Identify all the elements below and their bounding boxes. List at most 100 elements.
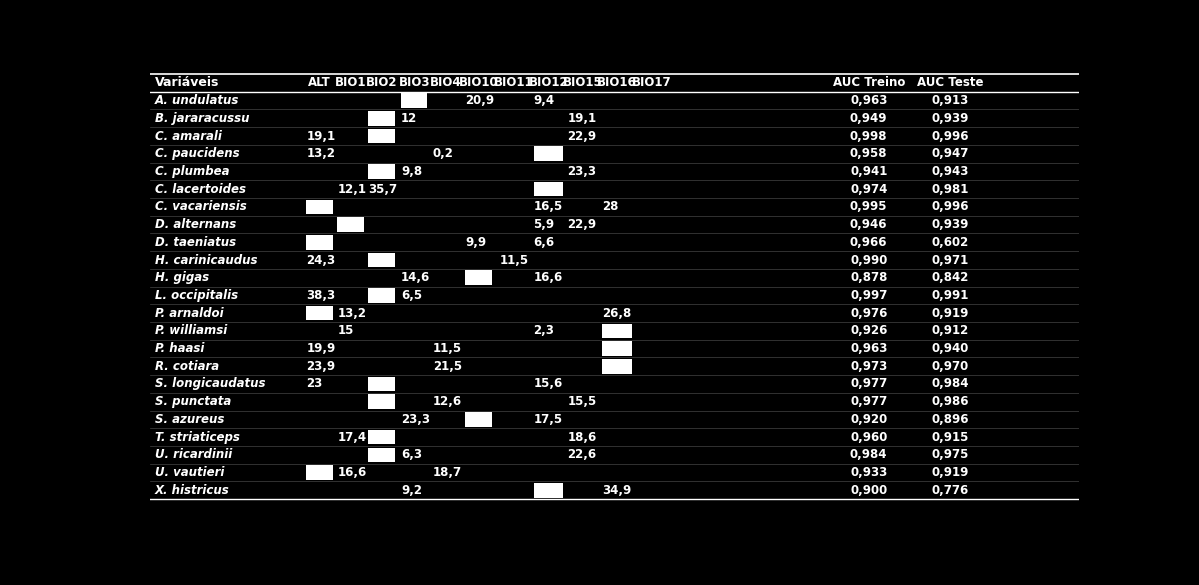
Bar — [465, 270, 492, 285]
Text: T. striaticeps: T. striaticeps — [155, 431, 240, 443]
Bar — [368, 448, 394, 462]
Text: 0,949: 0,949 — [850, 112, 887, 125]
Text: 22,9: 22,9 — [567, 129, 597, 143]
Text: 12: 12 — [400, 112, 417, 125]
Bar — [368, 129, 394, 143]
Text: 18,7: 18,7 — [433, 466, 462, 479]
Text: 0,946: 0,946 — [850, 218, 887, 231]
Text: H. gigas: H. gigas — [155, 271, 209, 284]
Bar — [307, 465, 333, 480]
Text: 0,912: 0,912 — [932, 324, 969, 338]
Text: BIO15: BIO15 — [562, 77, 602, 90]
Text: A. undulatus: A. undulatus — [155, 94, 239, 107]
Bar — [337, 217, 363, 232]
Text: C. vacariensis: C. vacariensis — [155, 201, 246, 214]
Bar — [602, 341, 632, 356]
Text: 9,8: 9,8 — [400, 165, 422, 178]
Text: 0,986: 0,986 — [932, 395, 969, 408]
Text: 0,2: 0,2 — [433, 147, 453, 160]
Bar — [368, 253, 394, 267]
Text: 13,2: 13,2 — [337, 307, 367, 319]
Text: 0,984: 0,984 — [932, 377, 969, 390]
Text: 0,602: 0,602 — [932, 236, 969, 249]
Text: 0,991: 0,991 — [932, 289, 969, 302]
Text: 5,9: 5,9 — [534, 218, 555, 231]
Text: 0,926: 0,926 — [850, 324, 887, 338]
Text: S. punctata: S. punctata — [155, 395, 230, 408]
Text: 16,5: 16,5 — [534, 201, 562, 214]
Text: 0,960: 0,960 — [850, 431, 887, 443]
Text: 0,919: 0,919 — [932, 466, 969, 479]
Text: 22,6: 22,6 — [567, 448, 597, 462]
Bar — [534, 182, 564, 197]
Text: 6,5: 6,5 — [400, 289, 422, 302]
Text: 0,995: 0,995 — [850, 201, 887, 214]
Bar — [400, 93, 427, 108]
Text: 23,3: 23,3 — [400, 413, 430, 426]
Text: 0,974: 0,974 — [850, 183, 887, 195]
Text: 0,976: 0,976 — [850, 307, 887, 319]
Text: 23,3: 23,3 — [567, 165, 597, 178]
Text: U. ricardinii: U. ricardinii — [155, 448, 231, 462]
Text: BIO1: BIO1 — [335, 77, 367, 90]
Text: 0,981: 0,981 — [932, 183, 969, 195]
Text: 14,6: 14,6 — [400, 271, 430, 284]
Text: 0,896: 0,896 — [932, 413, 969, 426]
Text: 0,913: 0,913 — [932, 94, 969, 107]
Text: C. plumbea: C. plumbea — [155, 165, 229, 178]
Text: 0,939: 0,939 — [932, 112, 969, 125]
Text: 9,4: 9,4 — [534, 94, 555, 107]
Text: 0,933: 0,933 — [850, 466, 887, 479]
Text: U. vautieri: U. vautieri — [155, 466, 224, 479]
Bar — [307, 306, 333, 321]
Text: 0,996: 0,996 — [932, 201, 969, 214]
Text: 35,7: 35,7 — [368, 183, 398, 195]
Text: 15: 15 — [337, 324, 354, 338]
Text: 9,2: 9,2 — [400, 484, 422, 497]
Text: BIO10: BIO10 — [459, 77, 499, 90]
Text: 0,970: 0,970 — [932, 360, 969, 373]
Text: AUC Treino: AUC Treino — [832, 77, 905, 90]
Text: 16,6: 16,6 — [337, 466, 367, 479]
Text: BIO4: BIO4 — [430, 77, 462, 90]
Text: 6,3: 6,3 — [400, 448, 422, 462]
Text: 0,963: 0,963 — [850, 94, 887, 107]
Text: 38,3: 38,3 — [307, 289, 336, 302]
Text: 21,5: 21,5 — [433, 360, 462, 373]
Text: H. carinicaudus: H. carinicaudus — [155, 253, 257, 267]
Bar — [307, 199, 333, 214]
Bar — [368, 164, 394, 179]
Text: 0,915: 0,915 — [932, 431, 969, 443]
Text: X. histricus: X. histricus — [155, 484, 229, 497]
Text: 0,973: 0,973 — [850, 360, 887, 373]
Bar — [368, 394, 394, 409]
Text: 0,966: 0,966 — [850, 236, 887, 249]
Bar — [368, 288, 394, 303]
Bar — [368, 430, 394, 445]
Text: 19,1: 19,1 — [307, 129, 336, 143]
Text: BIO3: BIO3 — [398, 77, 430, 90]
Text: D. taeniatus: D. taeniatus — [155, 236, 236, 249]
Text: BIO12: BIO12 — [529, 77, 568, 90]
Text: P. haasi: P. haasi — [155, 342, 204, 355]
Text: 0,998: 0,998 — [850, 129, 887, 143]
Text: BIO2: BIO2 — [366, 77, 397, 90]
Text: 17,4: 17,4 — [337, 431, 367, 443]
Bar — [534, 146, 564, 161]
Text: 6,6: 6,6 — [534, 236, 555, 249]
Text: 22,9: 22,9 — [567, 218, 597, 231]
Text: 28: 28 — [602, 201, 619, 214]
Text: 13,2: 13,2 — [307, 147, 336, 160]
Text: 0,996: 0,996 — [932, 129, 969, 143]
Text: 9,9: 9,9 — [465, 236, 487, 249]
Text: 0,975: 0,975 — [932, 448, 969, 462]
Text: Variáveis: Variáveis — [155, 77, 219, 90]
Text: 19,1: 19,1 — [567, 112, 597, 125]
Text: 0,971: 0,971 — [932, 253, 969, 267]
Text: 0,997: 0,997 — [850, 289, 887, 302]
Text: 0,941: 0,941 — [850, 165, 887, 178]
Text: P. williamsi: P. williamsi — [155, 324, 227, 338]
Bar — [150, 74, 1079, 92]
Text: 12,1: 12,1 — [337, 183, 367, 195]
Text: 34,9: 34,9 — [602, 484, 632, 497]
